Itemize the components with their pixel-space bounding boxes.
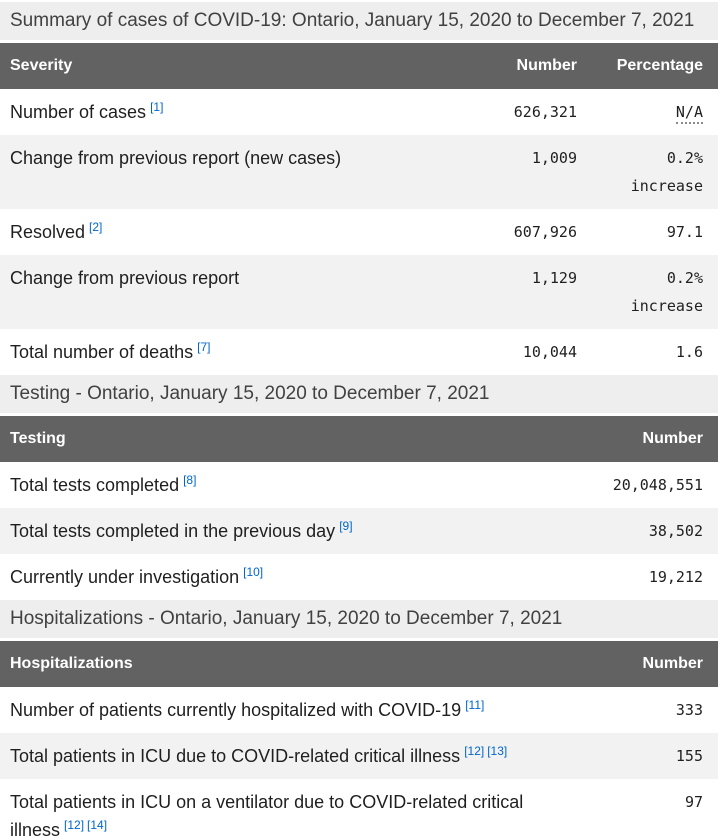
number-cell: 607,926 — [513, 223, 577, 241]
percentage-line: increase — [630, 297, 703, 315]
cases-summary-body: Number of cases [1] 626,321 N/A Change from … — [0, 89, 718, 375]
row-label-text: Change from previous report — [10, 268, 240, 288]
table-row: Change from previous report (new cases) 1… — [0, 135, 718, 209]
testing-caption: Testing - Ontario, January 15, 2020 to D… — [0, 375, 718, 413]
row-label-text: Currently under investigation — [10, 567, 240, 587]
footnote-link[interactable]: [1] — [150, 100, 164, 114]
table-row: Currently under investigation [10] 19,212 — [0, 554, 718, 600]
row-label: Change from previous report (new cases) — [0, 144, 477, 172]
table-row: Total tests completed in the previous da… — [0, 508, 718, 554]
percentage-cell: 97.1 — [577, 218, 718, 246]
number-cell: 20,048,551 — [612, 476, 703, 494]
percentage-cell: 0.2% increase — [577, 144, 718, 200]
percentage-cell: 1.6 — [577, 338, 718, 366]
hospitalizations-body: Number of patients currently hospitalize… — [0, 687, 718, 836]
footnote-link[interactable]: [9] — [339, 519, 353, 533]
row-label-text: Total tests completed — [10, 475, 180, 495]
testing-body: Total tests completed [8] 20,048,551 Total … — [0, 462, 718, 600]
percentage-line: 0.2% — [666, 269, 703, 287]
row-label: Total patients in ICU due to COVID-relat… — [0, 742, 577, 770]
footnote-link[interactable]: [10] — [243, 565, 264, 579]
cases-summary-caption: Summary of cases of COVID-19: Ontario, J… — [0, 2, 718, 40]
number-cell: 19,212 — [648, 568, 703, 586]
percentage-line: increase — [630, 177, 703, 195]
row-label: Total tests completed [8] — [0, 471, 577, 499]
column-header-severity: Severity — [10, 57, 73, 74]
table-row: Number of patients currently hospitalize… — [0, 687, 718, 733]
row-label-text: Resolved — [10, 222, 86, 242]
row-label: Number of patients currently hospitalize… — [0, 696, 577, 724]
footnote-link[interactable]: [12] — [464, 744, 485, 758]
row-label: Total number of deaths [7] — [0, 338, 477, 366]
footnote-link[interactable]: [12] — [64, 818, 85, 832]
column-header-number: Number — [516, 57, 577, 74]
number-cell: 1,129 — [531, 269, 577, 287]
row-label: Total patients in ICU on a ventilator du… — [0, 788, 577, 836]
table-row: Total number of deaths [7] 10,044 1.6 — [0, 329, 718, 375]
table-row: Total patients in ICU due to COVID-relat… — [0, 733, 718, 779]
hospitalizations-table: Hospitalizations - Ontario, January 15, … — [0, 600, 718, 836]
number-cell: 333 — [675, 701, 703, 719]
hospitalizations-header-row: Hospitalizations Number — [0, 641, 718, 687]
table-row: Total patients in ICU on a ventilator du… — [0, 779, 718, 836]
column-header-testing: Testing — [10, 430, 66, 447]
table-row: Total tests completed [8] 20,048,551 — [0, 462, 718, 508]
row-label-text: Total number of deaths — [10, 342, 194, 362]
number-cell: 626,321 — [513, 103, 577, 121]
footnote-link[interactable]: [7] — [197, 340, 211, 354]
percentage-cell: N/A — [577, 98, 718, 126]
table-row: Number of cases [1] 626,321 N/A — [0, 89, 718, 135]
number-cell: 97 — [684, 793, 703, 811]
footnote-link[interactable]: [8] — [183, 473, 197, 487]
not-applicable-abbr[interactable]: N/A — [675, 103, 703, 124]
footnote-link[interactable]: [11] — [465, 698, 485, 712]
testing-header-row: Testing Number — [0, 416, 718, 462]
row-label: Resolved [2] — [0, 218, 477, 246]
row-label: Change from previous report — [0, 264, 477, 292]
percentage-line: 1.6 — [675, 343, 703, 361]
column-header-hospitalizations: Hospitalizations — [10, 655, 133, 672]
percentage-line: 97.1 — [666, 223, 703, 241]
row-label-text: Change from previous report (new cases) — [10, 148, 342, 168]
row-label-text: Number of patients currently hospitalize… — [10, 700, 462, 720]
column-header-percentage: Percentage — [616, 57, 703, 74]
column-header-number: Number — [642, 655, 703, 672]
cases-summary-header-row: Severity Number Percentage — [0, 43, 718, 89]
table-row: Resolved [2] 607,926 97.1 — [0, 209, 718, 255]
row-label-text: Number of cases — [10, 102, 147, 122]
number-cell: 1,009 — [531, 149, 577, 167]
row-label-text: Total patients in ICU on a ventilator du… — [10, 792, 524, 836]
number-cell: 10,044 — [522, 343, 577, 361]
percentage-line: 0.2% — [666, 149, 703, 167]
testing-table: Testing - Ontario, January 15, 2020 to D… — [0, 375, 718, 600]
row-label: Number of cases [1] — [0, 98, 477, 126]
row-label-text: Total tests completed in the previous da… — [10, 521, 336, 541]
percentage-cell: 0.2% increase — [577, 264, 718, 320]
percentage-line: N/A — [577, 98, 703, 126]
column-header-number: Number — [642, 430, 703, 447]
number-cell: 38,502 — [648, 522, 703, 540]
table-row: Change from previous report 1,129 0.2% incr… — [0, 255, 718, 329]
number-cell: 155 — [675, 747, 703, 765]
row-label-text: Total patients in ICU due to COVID-relat… — [10, 746, 461, 766]
footnote-link[interactable]: [13] — [487, 744, 508, 758]
cases-summary-table: Summary of cases of COVID-19: Ontario, J… — [0, 2, 718, 375]
row-label: Currently under investigation [10] — [0, 563, 577, 591]
hospitalizations-caption: Hospitalizations - Ontario, January 15, … — [0, 600, 718, 638]
footnote-link[interactable]: [14] — [87, 818, 108, 832]
row-label: Total tests completed in the previous da… — [0, 517, 577, 545]
footnote-link[interactable]: [2] — [89, 220, 103, 234]
